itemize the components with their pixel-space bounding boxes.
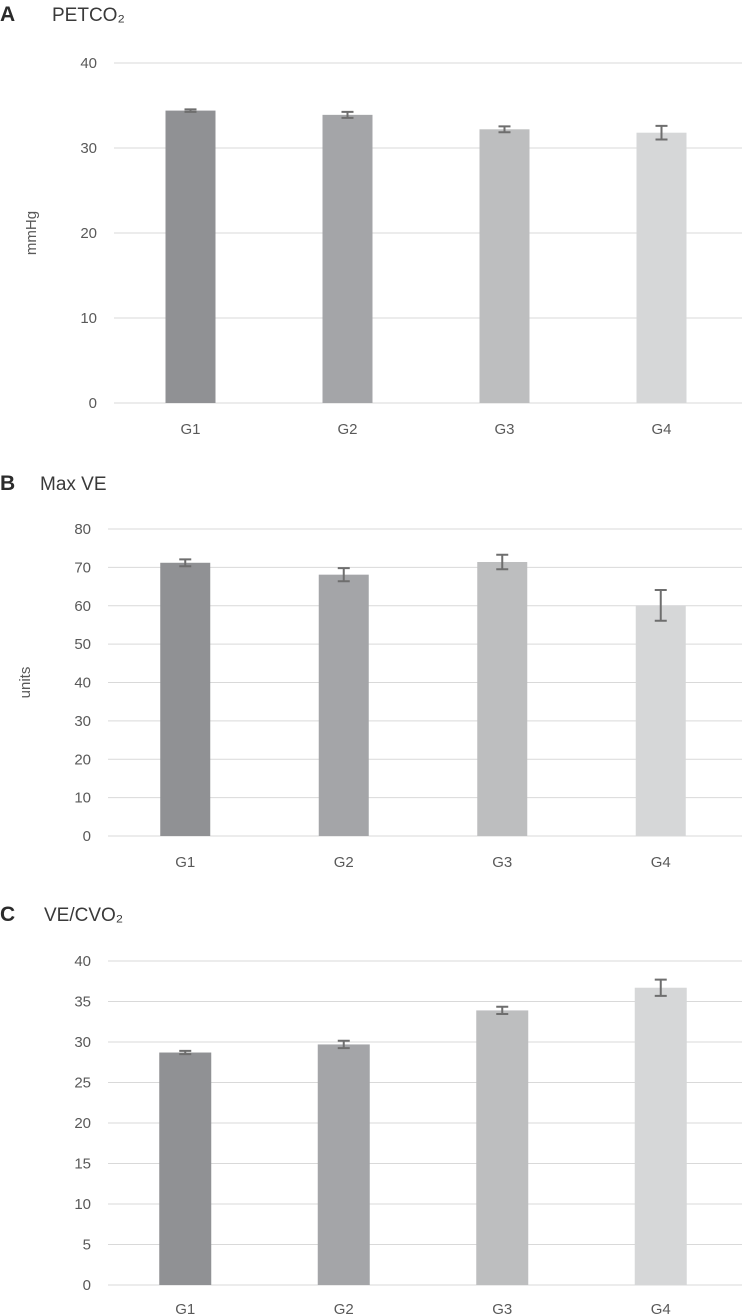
error-bar [654, 978, 667, 997]
y-tick-label: 70 [74, 559, 91, 576]
y-tick-label: 0 [83, 1277, 91, 1294]
panel-letter: A [0, 3, 15, 26]
error-bar [655, 124, 668, 141]
bar-g3 [476, 1010, 529, 1285]
chart-title: Max VE [40, 474, 107, 495]
x-tick-label: G3 [492, 854, 512, 871]
y-tick-label: 0 [83, 828, 91, 845]
bar-g2 [318, 574, 369, 836]
y-tick-label: 25 [74, 1075, 91, 1092]
plot-area: 0 5 10 15 20 25 30 35 40 G1 G2 G3 G4 [74, 953, 742, 1316]
x-tick-label: G3 [492, 1301, 512, 1316]
plot-area: 0 10 20 30 40 mmHg G1 G2 G3 G4 [23, 55, 742, 438]
bar-g4 [634, 987, 687, 1285]
y-tick-label: 20 [74, 1115, 91, 1132]
y-tick-label: 30 [74, 713, 91, 730]
error-bar [496, 1005, 509, 1016]
chart-panel-c: C VE/CVO₂ 0 5 10 15 20 25 30 35 40 G1 G2 G3 G4 [0, 903, 742, 1316]
error-bar [184, 108, 197, 113]
error-bar [341, 110, 354, 119]
y-tick-label: 5 [83, 1237, 91, 1254]
x-tick-label: G4 [651, 421, 671, 438]
x-tick-label: G2 [337, 421, 357, 438]
y-tick-label: 40 [80, 55, 97, 72]
x-tick-label: G2 [334, 854, 354, 871]
bar-g3 [477, 562, 528, 836]
bar-g3 [479, 129, 530, 404]
x-tick-label: G2 [334, 1301, 354, 1316]
x-tick-label: G1 [180, 421, 200, 438]
y-tick-label: 80 [74, 521, 91, 538]
y-tick-label: 20 [74, 751, 91, 768]
bar-g2 [322, 114, 373, 403]
panel-letter: B [0, 472, 15, 495]
panel-letter: C [0, 903, 15, 926]
y-tick-label: 50 [74, 636, 91, 653]
y-tick-label: 30 [80, 140, 97, 157]
bar-g4 [636, 132, 687, 403]
y-axis-label: units [17, 667, 34, 699]
bar-g2 [317, 1044, 370, 1285]
error-bar [498, 125, 511, 134]
chart-panel-a: A PETCO₂ 0 10 20 30 40 mmHg G1 G2 G3 G4 [0, 3, 742, 438]
y-tick-label: 10 [74, 1196, 91, 1213]
x-tick-label: G4 [651, 1301, 671, 1316]
plot-area: 0 10 20 30 40 50 60 70 80 units G1 G2 G3 G4 [17, 521, 742, 871]
x-tick-label: G1 [175, 1301, 195, 1316]
bar-g1 [159, 1052, 212, 1285]
y-tick-label: 40 [74, 675, 91, 692]
error-bar [179, 558, 192, 568]
y-tick-label: 40 [74, 953, 91, 970]
chart-title: PETCO₂ [52, 5, 125, 26]
bar-g4 [635, 605, 686, 836]
bar-g1 [165, 110, 216, 403]
y-axis-label: mmHg [23, 211, 40, 255]
y-tick-label: 15 [74, 1156, 91, 1173]
y-tick-label: 10 [80, 310, 97, 327]
y-tick-label: 35 [74, 994, 91, 1011]
x-tick-label: G1 [175, 854, 195, 871]
y-tick-label: 30 [74, 1034, 91, 1051]
error-bar [337, 1039, 350, 1050]
y-tick-label: 10 [74, 790, 91, 807]
x-tick-label: G4 [651, 854, 671, 871]
error-bar [496, 553, 509, 571]
y-tick-label: 0 [89, 395, 97, 412]
error-bar [179, 1049, 192, 1056]
chart-panel-b: B Max VE 0 10 20 30 40 50 60 70 80 units G1 G2 G3 G4 [0, 472, 742, 871]
error-bar [654, 589, 667, 622]
bar-g1 [160, 562, 211, 836]
x-tick-label: G3 [494, 421, 514, 438]
y-tick-label: 60 [74, 598, 91, 615]
y-tick-label: 20 [80, 225, 97, 242]
chart-title: VE/CVO₂ [44, 905, 123, 926]
error-bar [337, 567, 350, 583]
